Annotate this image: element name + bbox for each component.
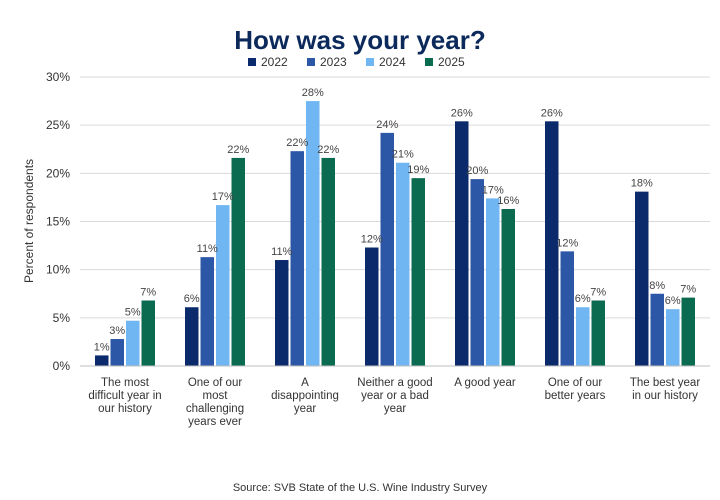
legend: 2022 2023 2024 2025 — [248, 55, 465, 69]
data-label: 24% — [376, 119, 398, 131]
bar-2024 — [216, 205, 230, 366]
x-tick-label: Neither a good year or a bad year — [357, 377, 432, 415]
data-label: 12% — [556, 237, 578, 249]
data-label: 19% — [407, 164, 429, 176]
data-label: 18% — [631, 178, 653, 190]
data-label: 22% — [317, 144, 339, 156]
legend-label: 2022 — [261, 55, 288, 69]
data-label: 7% — [590, 286, 606, 298]
bar-2025 — [501, 208, 515, 366]
bar-2025 — [591, 300, 605, 366]
x-tick-label: A good year — [454, 377, 516, 389]
data-label: 16% — [497, 195, 519, 207]
legend-swatch — [307, 58, 315, 66]
bar-2022 — [185, 307, 199, 366]
bar-2025 — [231, 157, 245, 366]
legend-swatch — [248, 58, 256, 66]
bar-2025 — [321, 157, 335, 366]
data-label: 7% — [680, 284, 696, 296]
legend-item-2025: 2025 — [425, 55, 465, 69]
data-label: 6% — [184, 293, 200, 305]
x-axis: The most difficult year in our history One … — [80, 365, 710, 428]
bar-2022 — [275, 260, 289, 366]
y-tick-label: 20% — [46, 166, 70, 180]
data-label: 6% — [665, 295, 681, 307]
y-tick-label: 5% — [53, 311, 71, 325]
y-tick-label: 0% — [53, 359, 71, 373]
data-label: 12% — [361, 234, 383, 246]
data-label: 5% — [125, 307, 141, 319]
y-tick-label: 25% — [46, 118, 70, 132]
data-label: 11% — [271, 246, 292, 258]
legend-item-2022: 2022 — [248, 55, 288, 69]
y-axis-label: Percent of respondents — [22, 159, 36, 283]
legend-swatch — [425, 58, 433, 66]
legend-swatch — [366, 58, 374, 66]
data-label: 8% — [649, 280, 665, 292]
bars — [95, 101, 695, 367]
data-label: 21% — [392, 149, 414, 161]
legend-label: 2023 — [320, 55, 347, 69]
bar-2022 — [545, 121, 559, 367]
bar-2025 — [411, 178, 425, 366]
bar-2024 — [486, 198, 500, 366]
data-labels: 1%3%5%7%6%11%17%22%11%22%28%22%12%24%21%… — [94, 87, 697, 353]
bar-2022 — [635, 191, 649, 366]
data-label: 28% — [302, 87, 324, 99]
data-label: 22% — [286, 137, 308, 149]
legend-item-2023: 2023 — [307, 55, 347, 69]
data-label: 26% — [541, 107, 563, 119]
bar-2024 — [126, 320, 140, 366]
y-axis: 0% 5% 10% 15% 20% 25% 30% — [46, 70, 70, 373]
bar-2024 — [576, 307, 590, 366]
x-tick-label: One of our better years — [545, 377, 606, 402]
legend-label: 2025 — [438, 55, 465, 69]
bar-2023 — [470, 179, 484, 366]
bar-2023 — [560, 251, 574, 366]
bar-2024 — [666, 309, 680, 366]
x-tick-label: One of our most challenging years ever — [186, 377, 244, 428]
x-tick-label: The most difficult year in our history — [88, 377, 161, 415]
data-label: 20% — [466, 165, 488, 177]
bar-2023 — [110, 339, 124, 366]
source-note: Source: SVB State of the U.S. Wine Indus… — [233, 482, 488, 494]
legend-item-2024: 2024 — [366, 55, 406, 69]
y-tick-label: 30% — [46, 70, 70, 84]
bar-2024 — [306, 101, 320, 366]
data-label: 17% — [482, 184, 504, 196]
bar-2022 — [365, 247, 379, 366]
bar-2023 — [200, 257, 214, 366]
data-label: 6% — [575, 293, 591, 305]
data-label: 7% — [140, 286, 156, 298]
chart-title: How was your year? — [234, 25, 485, 55]
y-tick-label: 15% — [46, 215, 70, 229]
bar-2023 — [380, 132, 394, 366]
bar-2023 — [650, 293, 664, 366]
data-label: 22% — [227, 144, 249, 156]
legend-label: 2024 — [379, 55, 406, 69]
data-label: 26% — [451, 107, 473, 119]
data-label: 1% — [94, 341, 110, 353]
x-tick-label: The best year in our history — [630, 377, 700, 402]
data-label: 17% — [212, 191, 234, 203]
bar-2022 — [455, 121, 469, 367]
bar-2022 — [95, 355, 109, 366]
y-tick-label: 10% — [46, 263, 70, 277]
data-label: 3% — [109, 325, 125, 337]
bar-2024 — [396, 162, 410, 366]
data-label: 11% — [197, 243, 218, 255]
bar-2025 — [681, 297, 695, 366]
bar-2023 — [290, 151, 304, 366]
bar-2025 — [141, 300, 155, 366]
